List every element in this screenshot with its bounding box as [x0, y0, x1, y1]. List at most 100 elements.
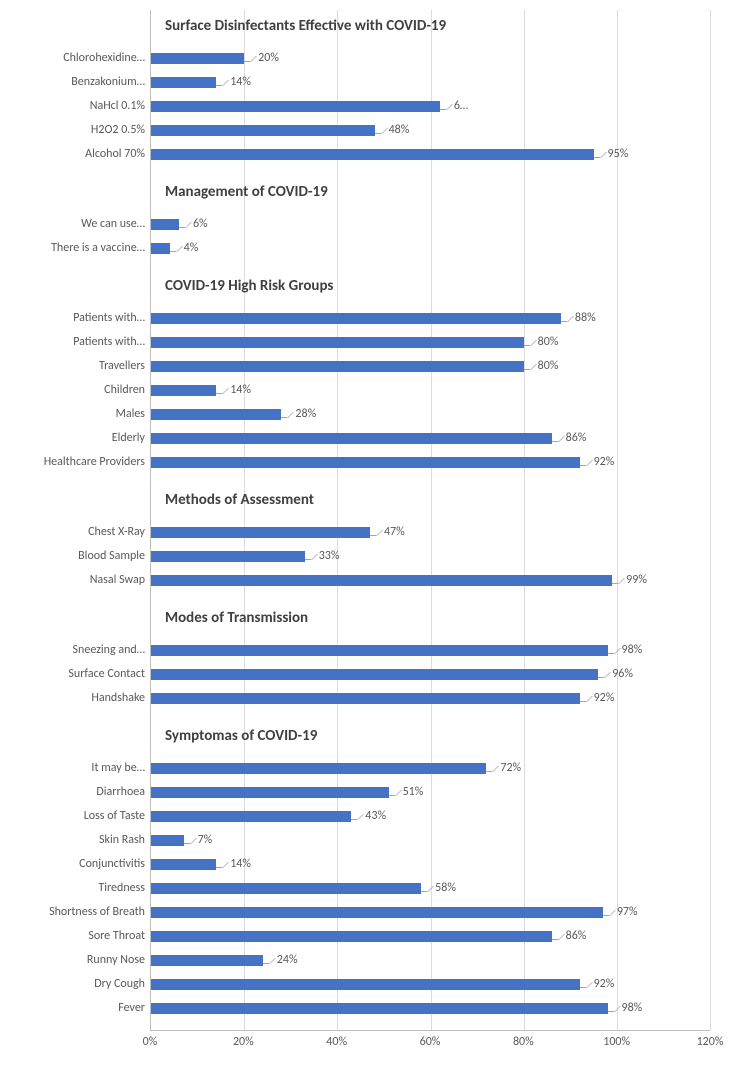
bar: [151, 433, 552, 444]
leader-line: [524, 336, 538, 348]
bar-category-label: Skin Rash: [16, 833, 151, 847]
section-title-row: Modes of Transmission: [151, 602, 710, 634]
bar-row: Males28%: [151, 402, 710, 426]
bar-row: Loss of Taste43%: [151, 804, 710, 828]
bar: [151, 551, 305, 562]
bar-category-label: Dry Cough: [16, 977, 151, 991]
bar-category-label: Patients with…: [16, 335, 151, 349]
bar-row: Fever98%: [151, 996, 710, 1020]
bar-category-label: H2O2 0.5%: [16, 123, 151, 137]
bar: [151, 883, 421, 894]
bar-category-label: Chest X-Ray: [16, 525, 151, 539]
bar-category-label: Nasal Swap: [16, 573, 151, 587]
bar-value-label: 20%: [258, 51, 279, 65]
bar-row: Chest X-Ray47%: [151, 520, 710, 544]
bar: [151, 763, 486, 774]
bar-row: H2O2 0.5%48%: [151, 118, 710, 142]
bar-value-label: 48%: [389, 123, 410, 137]
bar-row: Sore Throat86%: [151, 924, 710, 948]
bar-row: Diarrhoea51%: [151, 780, 710, 804]
bar-category-label: Blood Sample: [16, 549, 151, 563]
x-axis-tick: 100%: [603, 1035, 630, 1049]
bar-value-label: 88%: [575, 311, 596, 325]
bar-category-label: Healthcare Providers: [16, 455, 151, 469]
bar-category-label: There is a vaccine…: [16, 241, 151, 255]
leader-line: [552, 432, 566, 444]
bar-row: Surface Contact96%: [151, 662, 710, 686]
section-title: COVID-19 High Risk Groups: [151, 272, 333, 300]
bar-value-label: 7%: [198, 833, 213, 847]
section-title-row: COVID-19 High Risk Groups: [151, 270, 710, 302]
leader-line: [216, 76, 230, 88]
leader-line: [603, 906, 617, 918]
bar-row: Dry Cough92%: [151, 972, 710, 996]
bar: [151, 101, 440, 112]
bar-value-label: 92%: [594, 691, 615, 705]
bar-category-label: Elderly: [16, 431, 151, 445]
bar-row: Children14%: [151, 378, 710, 402]
section-title: Surface Disinfectants Effective with COV…: [151, 12, 446, 40]
bar: [151, 219, 179, 230]
bar-category-label: Sneezing and…: [16, 643, 151, 657]
bar-category-label: Diarrhoea: [16, 785, 151, 799]
bar-row: Conjunctivitis14%: [151, 852, 710, 876]
bar: [151, 835, 184, 846]
bar-category-label: It may be…: [16, 761, 151, 775]
bar-value-label: 14%: [230, 75, 251, 89]
bar-value-label: 47%: [384, 525, 405, 539]
x-axis-tick: 120%: [697, 1035, 724, 1049]
leader-line: [351, 810, 365, 822]
bar: [151, 337, 524, 348]
leader-line: [389, 786, 403, 798]
section-title: Modes of Transmission: [151, 604, 308, 632]
leader-line: [608, 1002, 622, 1014]
bar-value-label: 92%: [594, 455, 615, 469]
leader-line: [244, 52, 258, 64]
leader-line: [305, 550, 319, 562]
bar-value-label: 51%: [403, 785, 424, 799]
section-title-row: Symptomas of COVID-19: [151, 720, 710, 752]
section-title: Management of COVID-19: [151, 178, 328, 206]
bar-row: Benzakonium…14%: [151, 70, 710, 94]
bar: [151, 125, 375, 136]
leader-line: [594, 148, 608, 160]
bar-category-label: Surface Contact: [16, 667, 151, 681]
bar-category-label: Fever: [16, 1001, 151, 1015]
leader-line: [608, 644, 622, 656]
bar-row: Patients with…80%: [151, 330, 710, 354]
bar-category-label: NaHcl 0.1%: [16, 99, 151, 113]
bar: [151, 931, 552, 942]
bar-row: Patients with…88%: [151, 306, 710, 330]
section-title-row: Surface Disinfectants Effective with COV…: [151, 10, 710, 42]
leader-line: [580, 456, 594, 468]
section-title: Methods of Assessment: [151, 486, 314, 514]
bar-category-label: Travellers: [16, 359, 151, 373]
bar-value-label: 80%: [538, 359, 559, 373]
bar-category-label: Alcohol 70%: [16, 147, 151, 161]
bar-row: Elderly86%: [151, 426, 710, 450]
bar-value-label: 58%: [435, 881, 456, 895]
bar: [151, 811, 351, 822]
leader-line: [263, 954, 277, 966]
bar-category-label: Chlorohexidine…: [16, 51, 151, 65]
bar: [151, 53, 244, 64]
bar-value-label: 98%: [622, 1001, 643, 1015]
x-axis: 0%20%40%60%80%100%120%: [150, 1031, 710, 1055]
bar-category-label: We can use…: [16, 217, 151, 231]
bar: [151, 243, 170, 254]
section-title-row: Methods of Assessment: [151, 484, 710, 516]
bar-row: Tiredness58%: [151, 876, 710, 900]
bar-value-label: 96%: [612, 667, 633, 681]
plot-area: Surface Disinfectants Effective with COV…: [150, 10, 710, 1031]
bar: [151, 693, 580, 704]
bar: [151, 313, 561, 324]
bar-row: Sneezing and…98%: [151, 638, 710, 662]
x-axis-tick: 0%: [143, 1035, 158, 1049]
bar-value-label: 86%: [566, 431, 587, 445]
bar-category-label: Shortness of Breath: [16, 905, 151, 919]
bar-value-label: 4%: [184, 241, 199, 255]
bar-row: Blood Sample33%: [151, 544, 710, 568]
chart-container: Surface Disinfectants Effective with COV…: [10, 10, 720, 1055]
leader-line: [440, 100, 454, 112]
bar-value-label: 99%: [626, 573, 647, 587]
